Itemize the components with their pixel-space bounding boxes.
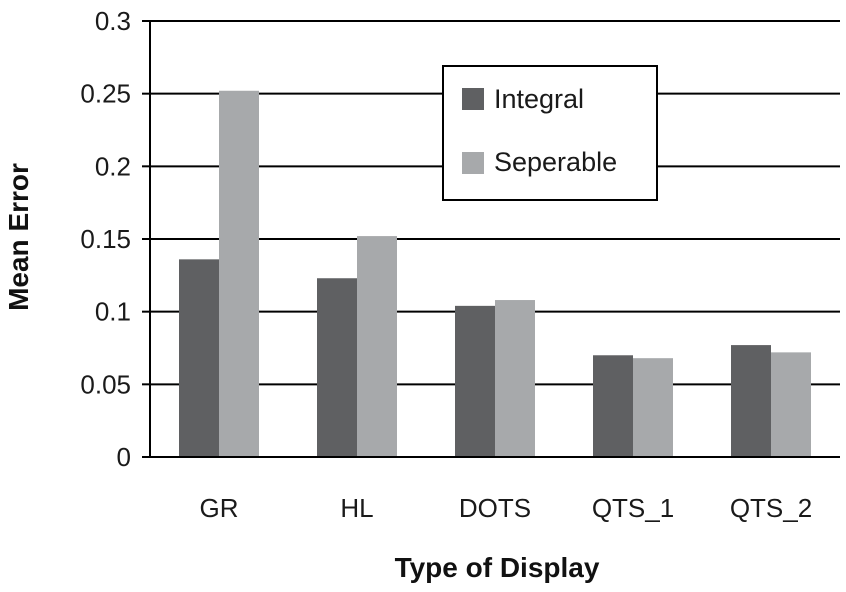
bar-dots-integral [455, 305, 495, 457]
y-tick-label-5: 0.25 [80, 79, 131, 109]
y-tick-label-0: 0 [117, 442, 131, 472]
bar-qts-1-seperable [633, 358, 673, 457]
y-tick-label-4: 0.2 [95, 151, 131, 181]
legend-label-seperable: Seperable [494, 147, 617, 177]
bar-gr-seperable [219, 90, 259, 457]
bars [179, 90, 811, 457]
legend-label-integral: Integral [494, 84, 584, 114]
bar-hl-integral [317, 278, 357, 457]
legend-swatch-integral [462, 88, 484, 110]
x-tick-label-hl: HL [340, 493, 373, 523]
legend-swatch-seperable [462, 152, 484, 174]
bar-hl-seperable [357, 236, 397, 457]
y-tick-label-6: 0.3 [95, 6, 131, 36]
y-tick-label-1: 0.05 [80, 369, 131, 399]
x-tick-label-qts-2: QTS_2 [730, 493, 812, 523]
y-tick-labels: 0 0.05 0.1 0.15 0.2 0.25 0.3 [80, 6, 131, 472]
y-axis-title: Mean Error [3, 163, 34, 311]
bar-qts-2-seperable [771, 352, 811, 457]
gridlines [142, 20, 840, 458]
bar-gr-integral [179, 259, 219, 457]
y-tick-label-2: 0.1 [95, 297, 131, 327]
x-tick-label-dots: DOTS [459, 493, 531, 523]
x-axis-title: Type of Display [395, 552, 600, 583]
x-tick-label-gr: GR [200, 493, 239, 523]
y-tick-label-3: 0.15 [80, 224, 131, 254]
axes [149, 21, 840, 458]
bar-qts-2-integral [731, 345, 771, 457]
x-tick-labels: GR HL DOTS QTS_1 QTS_2 [200, 493, 813, 523]
legend: Integral Seperable [442, 65, 658, 201]
bar-qts-1-integral [593, 355, 633, 457]
x-tick-label-qts-1: QTS_1 [592, 493, 674, 523]
bar-dots-seperable [495, 300, 535, 457]
